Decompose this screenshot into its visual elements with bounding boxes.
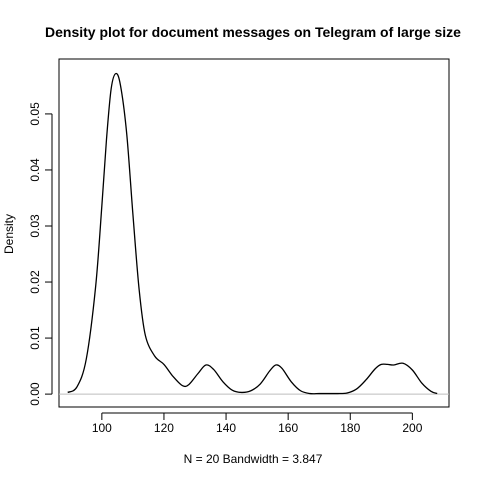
x-axis-label: N = 20 Bandwidth = 3.847 <box>184 452 323 466</box>
x-axis: 100 120 140 160 180 200 <box>92 412 423 435</box>
density-curve-0 <box>67 72 438 395</box>
y-tick-label-0.05: 0.05 <box>28 102 42 126</box>
y-axis-label: Density <box>2 214 16 254</box>
y-tick-label-0.02: 0.02 <box>28 270 42 294</box>
y-axis: 0.00 0.01 0.02 0.03 0.04 0.05 <box>28 102 53 406</box>
y-tick-label-0.00: 0.00 <box>28 382 42 406</box>
x-tick-label-160: 160 <box>278 421 298 435</box>
series-layer <box>67 72 438 395</box>
chart-title: Density plot for document messages on Te… <box>45 24 461 40</box>
x-tick-label-140: 140 <box>216 421 236 435</box>
x-tick-label-120: 120 <box>154 421 174 435</box>
x-tick-label-200: 200 <box>402 421 422 435</box>
plot-frame <box>58 58 450 408</box>
y-tick-label-0.04: 0.04 <box>28 158 42 182</box>
x-tick-label-180: 180 <box>340 421 360 435</box>
x-tick-label-100: 100 <box>92 421 112 435</box>
y-tick-label-0.03: 0.03 <box>28 214 42 238</box>
y-tick-label-0.01: 0.01 <box>28 326 42 350</box>
